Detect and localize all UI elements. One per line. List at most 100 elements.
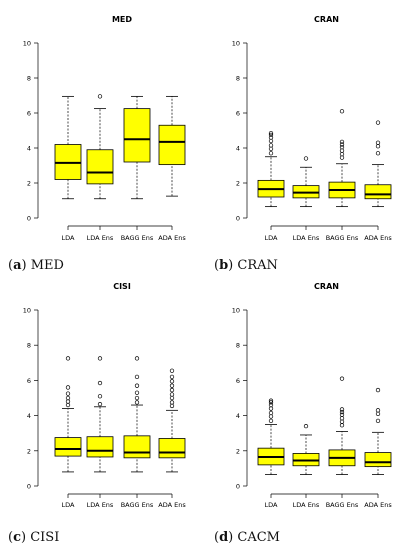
y-tick-label: 6 [27, 377, 31, 385]
outlier-point [65, 385, 71, 390]
panel-cisi: CISI 0 2 4 6 8 10 LDA LDA Ens BAGG Ens ADA Ens [23, 282, 187, 509]
box-iqr [86, 149, 114, 185]
x-tick-label: ADA Ens [158, 501, 186, 509]
outlier-point [65, 402, 71, 408]
x-tick-label: LDA [265, 234, 279, 242]
x-tick-label: LDA [62, 234, 76, 242]
outlier-point [339, 109, 345, 114]
outlier-point [169, 374, 175, 380]
box-iqr [364, 184, 392, 200]
outlier-point [339, 412, 345, 417]
outlier-point [339, 144, 345, 150]
outlier-point [339, 419, 345, 424]
outlier-point [375, 151, 381, 156]
outlier-point [375, 140, 381, 145]
outlier-point [169, 400, 175, 405]
y-tick-label: 6 [236, 377, 240, 385]
x-tick-label: ADA Ens [158, 234, 186, 242]
outlier-point [134, 390, 140, 395]
x-tick-label: LDA [62, 501, 76, 509]
outlier-point [97, 402, 103, 407]
outlier-point [339, 376, 345, 381]
outlier-point [97, 356, 103, 361]
outlier-point [268, 135, 274, 140]
outlier-point [97, 394, 103, 399]
x-tick-label: BAGG Ens [121, 501, 154, 509]
outlier-point [375, 408, 381, 413]
x-tick-label: LDA [265, 501, 279, 509]
outlier-point [97, 380, 103, 386]
outlier-point [169, 368, 175, 373]
y-tick-label: 2 [27, 447, 31, 455]
outlier-point [375, 411, 381, 416]
outlier-point [65, 356, 71, 361]
outlier-point [339, 155, 345, 160]
outlier-point [134, 356, 140, 361]
outlier-point [375, 387, 381, 393]
outlier-point [303, 156, 309, 161]
outlier-point [169, 395, 175, 401]
outlier-point [268, 402, 274, 408]
outlier-point [169, 383, 175, 388]
outlier-point [169, 379, 175, 384]
y-tick-label: 6 [236, 110, 240, 118]
caption-b: (b) CRAN [214, 258, 278, 273]
outlier-point [268, 138, 274, 144]
outlier-point [134, 395, 140, 401]
outlier-point [169, 403, 175, 409]
y-tick-label: 4 [27, 412, 31, 420]
box-iqr [364, 452, 392, 468]
y-tick-label: 10 [232, 40, 240, 48]
chart-title: CISI [113, 282, 131, 291]
y-tick-label: 6 [27, 110, 31, 118]
x-tick-label: LDA Ens [293, 234, 320, 242]
x-tick-label: BAGG Ens [121, 234, 154, 242]
outlier-point [134, 383, 140, 388]
x-tick-label: BAGG Ens [326, 501, 359, 509]
chart-title: CRAN [314, 15, 339, 24]
outlier-point [134, 374, 140, 380]
x-tick-label: LDA Ens [87, 234, 114, 242]
y-tick-label: 2 [236, 180, 240, 188]
y-tick-label: 0 [236, 483, 240, 491]
box-iqr [86, 436, 114, 458]
x-tick-label: LDA Ens [87, 501, 114, 509]
y-tick-label: 2 [236, 447, 240, 455]
outlier-point [268, 143, 274, 148]
y-tick-label: 10 [23, 307, 31, 315]
outlier-point [339, 151, 345, 157]
outlier-point [339, 416, 345, 421]
outlier-point [65, 391, 71, 396]
caption-d: (d) CACM [214, 530, 280, 545]
outlier-point [65, 399, 71, 404]
box-iqr [158, 124, 186, 166]
x-tick-label: ADA Ens [364, 234, 392, 242]
outlier-point [134, 400, 140, 405]
outlier-point [268, 132, 274, 138]
box-iqr [54, 437, 82, 457]
outlier-point [268, 410, 274, 416]
outlier-point [375, 418, 381, 424]
outlier-point [339, 409, 345, 415]
x-tick-label: ADA Ens [364, 501, 392, 509]
outlier-point [268, 400, 274, 405]
box-iqr [158, 438, 186, 459]
outlier-point [339, 142, 345, 147]
y-tick-label: 4 [236, 412, 240, 420]
outlier-point [339, 139, 345, 145]
y-tick-label: 8 [236, 342, 240, 350]
box-iqr [123, 108, 151, 163]
outlier-point [268, 418, 274, 424]
x-tick-label: LDA Ens [293, 501, 320, 509]
y-tick-label: 0 [27, 483, 31, 491]
chart-title: CRAN [314, 282, 339, 291]
outlier-point [268, 414, 274, 419]
outlier-point [97, 94, 103, 99]
y-tick-label: 10 [232, 307, 240, 315]
y-tick-label: 0 [27, 215, 31, 223]
y-tick-label: 10 [23, 40, 31, 48]
outlier-point [65, 395, 71, 401]
box-iqr [123, 435, 151, 459]
outlier-point [268, 151, 274, 156]
